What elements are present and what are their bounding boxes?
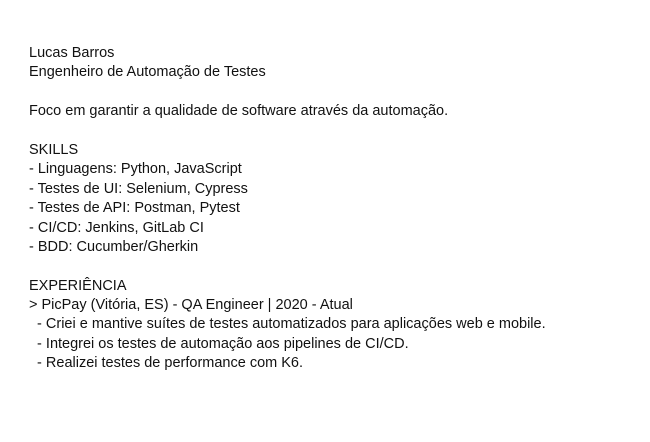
- candidate-name: Lucas Barros: [29, 45, 115, 61]
- skill-item: - CI/CD: Jenkins, GitLab CI: [29, 219, 204, 236]
- skills-section: SKILLS - Linguagens: Python, JavaScript …: [29, 141, 639, 257]
- resume-document: Lucas Barros Engenheiro de Automação de …: [29, 44, 639, 374]
- skill-item: - BDD: Cucumber/Gherkin: [29, 238, 199, 255]
- spacer: [29, 122, 639, 141]
- candidate-role: Engenheiro de Automação de Testes: [29, 64, 266, 81]
- job-bullet: - Integrei os testes de automação aos pi…: [29, 335, 409, 352]
- skills-heading: SKILLS: [29, 141, 79, 158]
- experience-heading: EXPERIÊNCIA: [29, 277, 127, 294]
- skill-item: - Testes de API: Postman, Pytest: [29, 200, 240, 217]
- skill-item: - Linguagens: Python, JavaScript: [29, 161, 242, 178]
- spacer: [29, 257, 639, 276]
- job-bullet: - Criei e mantive suítes de testes autom…: [29, 316, 546, 333]
- job-title: > PicPay (Vitória, ES) - QA Engineer | 2…: [29, 297, 353, 314]
- experience-section: EXPERIÊNCIA > PicPay (Vitória, ES) - QA …: [29, 277, 639, 374]
- summary-text: Foco em garantir a qualidade de software…: [29, 103, 449, 120]
- job-bullet: - Realizei testes de performance com K6.: [29, 355, 304, 372]
- skill-item: - Testes de UI: Selenium, Cypress: [29, 180, 248, 197]
- spacer: [29, 83, 639, 102]
